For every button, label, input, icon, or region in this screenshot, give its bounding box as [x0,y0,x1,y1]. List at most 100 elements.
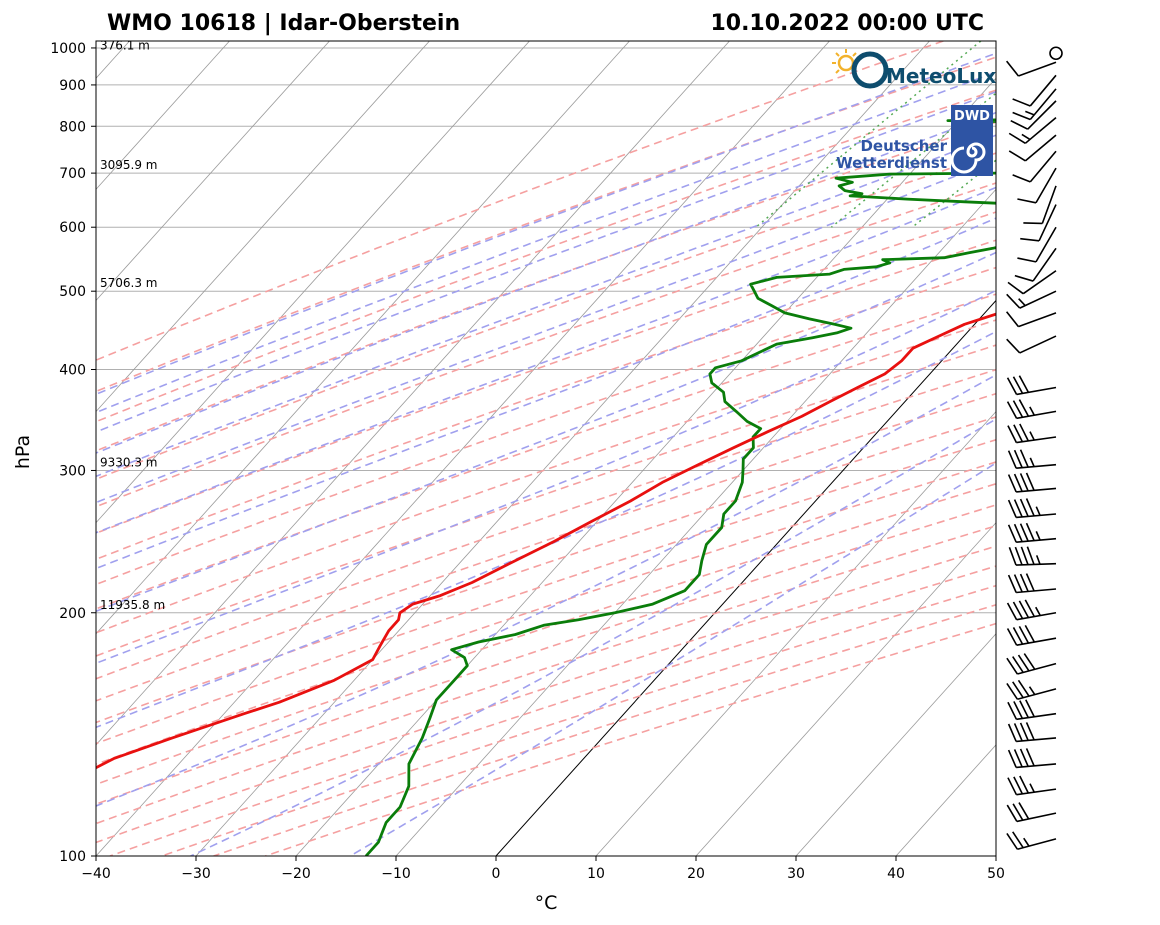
moist-adiabat-line [96,289,996,665]
barb-flag [1019,700,1029,718]
barb-flag [1017,679,1030,697]
barb-staff [1016,513,1057,519]
barb-flag [1007,723,1017,742]
barb-staff [1029,74,1057,107]
barb-flag [1024,624,1036,643]
axes: −40 −30 −20 −10 0 10 20 30 40 50 1000 900 800 700 600 5… [50,38,1005,882]
profiles [96,118,996,856]
barb-flag [1019,573,1029,592]
barb-staff [1016,487,1057,493]
barb-half-flag [1035,555,1041,565]
meteolux-logo-text: MeteoLux [886,64,996,88]
wind-barb [1006,335,1057,354]
barb-flag [1012,601,1024,620]
barb-flag [1025,699,1035,718]
barb-flag [1018,399,1030,417]
moist-adiabat-line [96,90,996,433]
isotherm-line [96,41,230,190]
isotherm-line [995,855,996,856]
barb-flag [1018,600,1030,618]
barb-half-flag [1029,406,1036,416]
wind-barb [1007,472,1057,493]
barb-flag [1012,681,1024,699]
isotherm-line [295,77,996,856]
barb-flag [1014,546,1023,566]
y-tick-label: 100 [59,849,86,865]
dwd-swirl-icon [950,142,986,174]
barb-staff [1016,712,1057,721]
barb-flag [1006,338,1021,354]
dwd-badge-text: DWD [954,109,990,124]
height-label: 376.1 m [100,38,150,52]
barb-flag [1019,498,1029,517]
barb-staff [1016,410,1057,420]
barb-flag [1005,60,1020,77]
barb-staff [1035,167,1057,204]
barb-staff [1016,588,1057,594]
x-tick-label: 40 [887,866,905,882]
wind-barb [1005,311,1057,328]
height-label: 9330.3 m [100,455,158,469]
barb-flag [1007,524,1017,543]
y-tick-label: 500 [59,284,86,300]
wind-barb [1008,134,1057,162]
barb-staff [1017,662,1057,675]
barb-flag [1024,599,1036,617]
barb-staff [1032,247,1057,282]
isotherm-line [195,41,930,856]
barb-flag [1012,831,1024,849]
barb-staff [1041,185,1057,224]
barb-flag [1025,498,1035,517]
dry-adiabat-line [96,239,996,561]
meteolux-logo: MeteoLux [832,49,996,89]
barb-flag [1013,701,1024,719]
barb-flag [1005,311,1020,328]
wind-barb [1007,270,1057,295]
barb-flag [1012,400,1024,418]
barb-staff [1016,788,1057,796]
wind-barb [1006,599,1057,621]
dry-adiabat-line [96,89,996,423]
dwd-badge [951,105,993,176]
barb-flag [1012,803,1024,821]
barb-staff [1017,688,1057,700]
barb-flag [1012,111,1031,121]
barb-flag [1019,473,1029,492]
mixing-ratio-line [1124,41,1160,227]
barb-staff [1038,204,1057,242]
mixing-ratio-line [830,92,996,228]
mixing-ratio-line [755,41,982,228]
barb-flag [1013,749,1023,768]
dry-adiabat-line [96,56,996,393]
barb-flag [1023,653,1036,670]
barb-flag [1017,654,1030,672]
x-axis-label: °C [535,892,558,914]
barb-staff [1024,134,1057,162]
barb-half-flag [1021,133,1031,141]
barb-half-flag [1035,531,1041,541]
wind-barb [1007,722,1057,743]
barb-flag [1006,293,1021,309]
barb-flag [1025,748,1035,767]
x-tick-label: −20 [281,866,311,882]
barb-half-flag [1029,457,1035,467]
barb-half-flag [1029,783,1035,793]
barb-staff [1017,838,1057,851]
barb-flag [1013,776,1024,795]
y-tick-label: 700 [59,166,86,182]
wind-barb [1012,74,1057,107]
isotherm-line [96,41,330,302]
barb-flag [1019,775,1029,794]
dwd-text-line2: Wetterdienst [836,154,947,172]
barb-flag [1013,499,1023,518]
dry-adiabat-line [96,121,996,452]
wind-barb [1007,748,1057,769]
dry-adiabat-line [96,461,996,766]
barb-half-flag [1028,686,1036,696]
barb-flag [1023,222,1043,225]
temperature-profile-line [96,312,996,770]
barb-flag [1025,722,1035,741]
barb-flag [1013,523,1023,542]
wind-barb [1008,116,1057,144]
chart-title-datetime: 10.10.2022 00:00 UTC [710,11,984,36]
